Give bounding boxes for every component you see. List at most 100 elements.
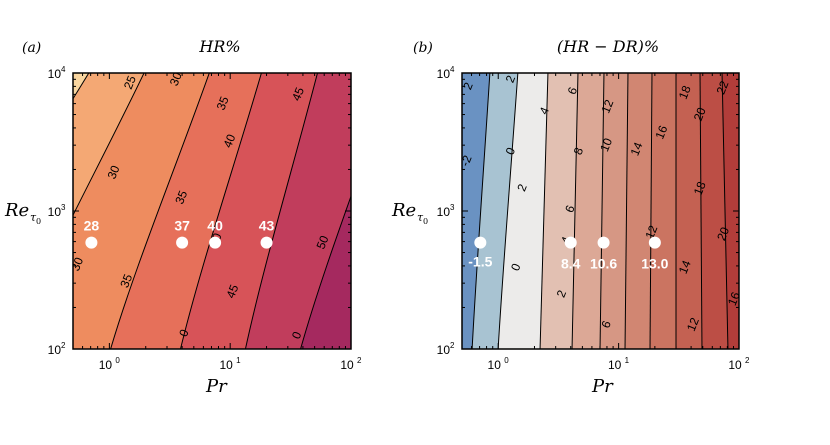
contour-label: 50 [314, 233, 332, 251]
contour-label: 12 [684, 315, 702, 333]
data-point-label: 8.4 [561, 256, 581, 272]
contour-band [650, 73, 677, 349]
svg-text:τ: τ [417, 211, 424, 224]
contour-band [540, 73, 578, 349]
y-tick-label: 10 4 [437, 65, 455, 81]
svg-text:4: 4 [450, 65, 455, 74]
svg-text:1: 1 [236, 356, 241, 365]
x-tick-label: 10 1 [608, 356, 630, 372]
svg-text:4: 4 [61, 65, 66, 74]
contour-label: 6 [565, 85, 581, 97]
data-point [176, 236, 189, 249]
contour-label: 45 [223, 282, 241, 300]
panel-b-contour-labels: 22-2046812101416182220182612204014162612 [462, 73, 743, 333]
svg-text:0: 0 [115, 356, 120, 365]
panel-b-plot-area: 22-2046812101416182220182612204014162612 [462, 71, 830, 351]
contour-band [742, 71, 776, 351]
contour-band [498, 73, 548, 349]
panel-a-points: 28 37 40 43 [84, 218, 275, 249]
svg-text:Re: Re [391, 200, 416, 221]
contour-line [539, 73, 549, 349]
data-point [209, 236, 222, 249]
panel-a-title: HR% [198, 37, 240, 56]
svg-text:10: 10 [608, 358, 622, 372]
contour-band [73, 73, 210, 349]
y-tick-label: 10 4 [48, 65, 66, 81]
data-point-label: 40 [207, 218, 223, 234]
contour-line [300, 194, 351, 349]
contour-line [73, 73, 145, 217]
contour-band [180, 73, 318, 349]
contour-band [572, 73, 604, 349]
contour-label: 22 [713, 78, 731, 96]
panel-b-points: -1.5 8.4 10.6 13.0 [468, 236, 669, 272]
data-point [564, 236, 577, 249]
contour-label: 30 [105, 163, 123, 181]
svg-text:0: 0 [36, 217, 41, 226]
svg-text:10: 10 [220, 358, 234, 372]
svg-text:2: 2 [745, 356, 750, 365]
contour-label: 14 [676, 258, 694, 276]
svg-text:10: 10 [99, 358, 113, 372]
data-point-label: 37 [174, 218, 190, 234]
panel-a-ticks: 10 0 10 1 10 210 210 310 4 [48, 65, 362, 372]
svg-text:10: 10 [728, 358, 742, 372]
contour-band [625, 73, 652, 349]
contour-band [600, 73, 628, 349]
svg-text:3: 3 [450, 203, 455, 212]
svg-text:2: 2 [450, 341, 455, 350]
svg-text:Re: Re [4, 200, 29, 221]
svg-text:10: 10 [48, 343, 62, 357]
panel-a-bands [73, 73, 351, 349]
contour-label: 30 [167, 70, 185, 88]
svg-text:2: 2 [357, 356, 362, 365]
panel-a-ylabel: Re τ 0 [4, 200, 41, 226]
contour-label: 18 [691, 179, 709, 197]
data-point-label: 10.6 [590, 256, 617, 272]
contour-band [700, 73, 728, 349]
data-point [260, 236, 273, 249]
data-point-label: -1.5 [468, 254, 492, 270]
x-tick-label: 10 2 [340, 356, 362, 372]
svg-text:0: 0 [423, 217, 428, 226]
panel-a-contour-lines [73, 73, 351, 349]
contour-band [472, 73, 518, 349]
contour-line [571, 73, 579, 349]
y-tick-label: 10 3 [437, 203, 455, 219]
contour-label: 0 [176, 327, 192, 339]
panel-b-bands [462, 71, 830, 351]
contour-label: 40 [220, 132, 238, 150]
svg-text:10: 10 [340, 358, 354, 372]
y-tick-label: 10 2 [437, 341, 455, 357]
contour-line [649, 73, 653, 349]
contour-label: 12 [598, 97, 616, 115]
panel-a-label: (a) [22, 40, 41, 56]
contour-line [699, 73, 703, 349]
svg-text:τ: τ [30, 211, 37, 224]
contour-line [599, 73, 605, 349]
contour-line [497, 73, 519, 349]
x-tick-label: 10 0 [99, 356, 121, 372]
contour-label: 6 [598, 318, 614, 330]
contour-label: 0 [503, 145, 519, 157]
contour-band [462, 73, 490, 349]
contour-label: 12 [642, 223, 660, 241]
svg-text:10: 10 [488, 358, 502, 372]
svg-text:3: 3 [61, 203, 66, 212]
data-point [597, 236, 610, 249]
y-tick-label: 10 3 [48, 203, 66, 219]
data-point [648, 236, 661, 249]
contour-band [760, 71, 830, 351]
contour-label: 16 [652, 123, 670, 141]
contour-label: 35 [172, 188, 190, 206]
contour-label: 25 [121, 73, 139, 91]
panel-b-ylabel: Re τ 0 [391, 200, 428, 226]
contour-label: 16 [725, 290, 743, 308]
contour-band [110, 73, 262, 349]
svg-text:10: 10 [437, 205, 451, 219]
contour-band [245, 73, 351, 349]
contour-label: 35 [117, 272, 135, 290]
svg-text:10: 10 [437, 67, 451, 81]
